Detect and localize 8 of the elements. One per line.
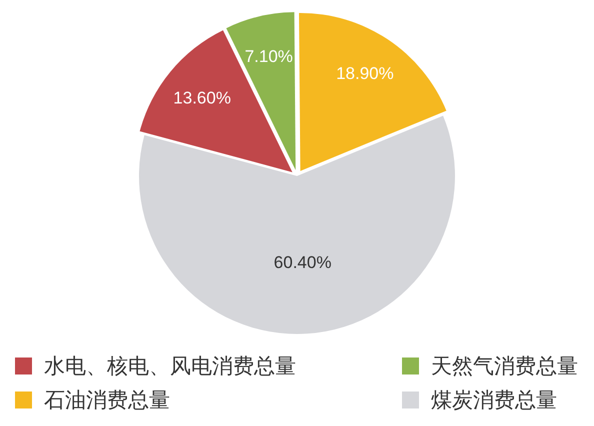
data-label: 60.40% xyxy=(274,253,332,272)
data-label: 18.90% xyxy=(336,64,394,84)
data-label: 13.60% xyxy=(173,88,231,108)
legend-label: 天然气消费总量 xyxy=(431,354,578,378)
legend-label: 石油消费总量 xyxy=(44,388,170,412)
data-label: 7.10% xyxy=(244,46,293,66)
legend-label: 煤炭消费总量 xyxy=(431,388,557,412)
legend-label: 水电、核电、风电消费总量 xyxy=(44,354,296,378)
